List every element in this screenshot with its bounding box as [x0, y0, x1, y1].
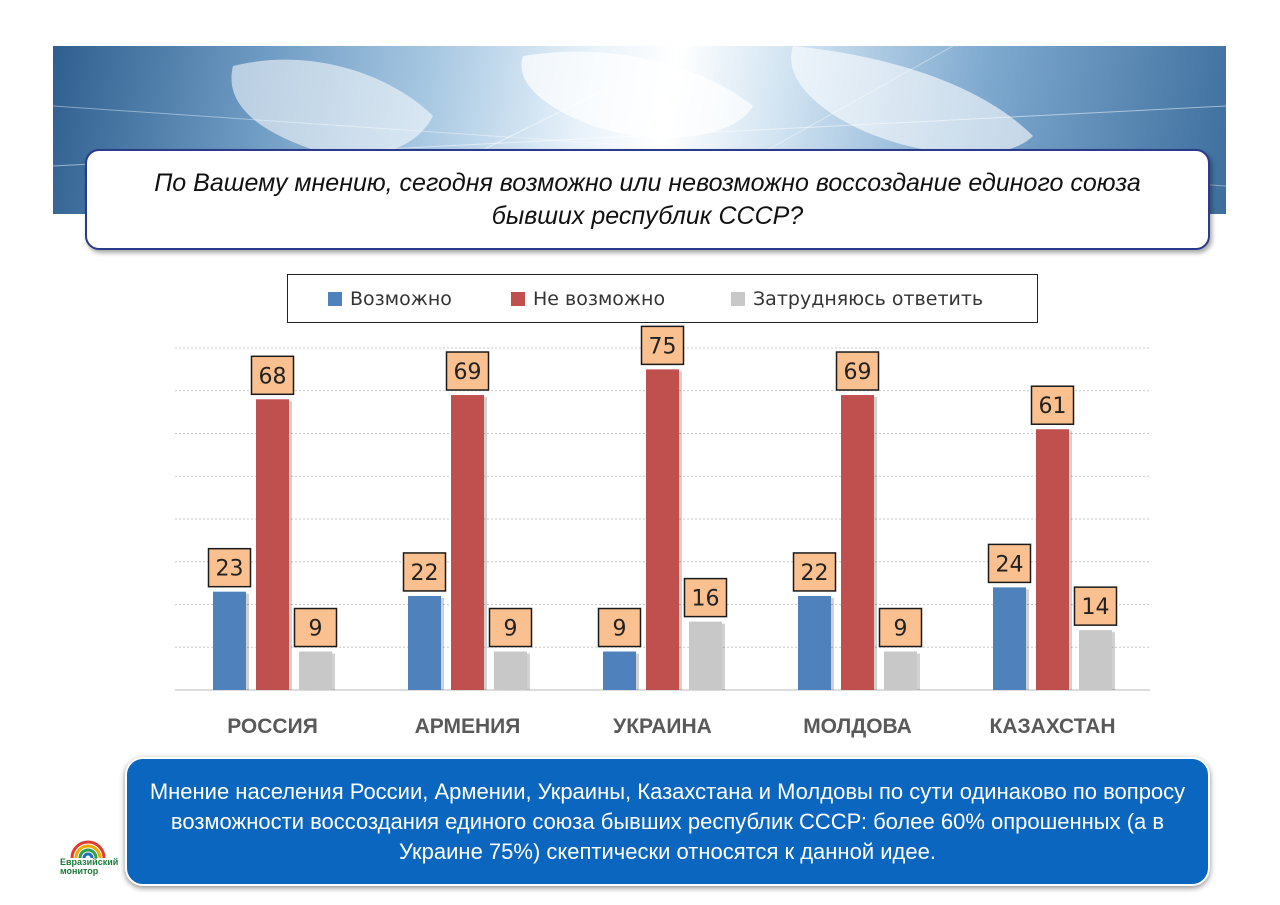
data-label-box	[878, 607, 923, 648]
category-label: КАЗАХСТАН	[990, 715, 1116, 738]
data-label: 9	[504, 617, 518, 642]
data-label: 24	[996, 552, 1024, 577]
legend-label-unsure: Затрудняюсь ответить	[753, 288, 984, 310]
bar-possible	[603, 651, 636, 690]
data-label: 68	[259, 364, 287, 389]
legend-item-unsure: Затрудняюсь ответить	[731, 288, 983, 310]
summary-text: Мнение населения России, Армении, Украин…	[149, 778, 1186, 864]
bar-possible	[213, 591, 246, 690]
legend-swatch-impossible	[511, 292, 525, 306]
data-label: 14	[1082, 595, 1110, 620]
legend-swatch-possible	[328, 292, 342, 306]
legend-swatch-unsure	[731, 292, 745, 306]
data-label: 61	[1039, 394, 1067, 419]
legend-label-possible: Возможно	[350, 288, 452, 310]
bar-unsure	[1079, 630, 1112, 690]
logo-line-2: монитор	[60, 866, 99, 876]
data-label-box	[207, 547, 252, 588]
data-label: 22	[801, 561, 829, 586]
category-label: АРМЕНИЯ	[415, 715, 521, 738]
logo-line-1: Евразийский	[60, 857, 119, 867]
data-label: 9	[613, 617, 627, 642]
bar-possible	[993, 587, 1026, 690]
data-label: 9	[894, 617, 908, 642]
data-label-box	[250, 355, 295, 396]
bar-impossible	[256, 399, 289, 690]
data-label: 69	[844, 360, 872, 385]
data-label: 22	[411, 561, 439, 586]
question-box: По Вашему мнению, сегодня возможно или н…	[85, 149, 1210, 250]
logo-text: Евразийский монитор	[60, 858, 126, 876]
data-label-box	[1073, 586, 1118, 626]
data-label: 23	[216, 557, 244, 582]
legend-label-impossible: Не возможно	[533, 288, 666, 310]
data-label-box	[683, 577, 728, 618]
data-label-box	[488, 607, 533, 648]
bar-possible	[798, 595, 831, 690]
legend-item-impossible: Не возможно	[511, 288, 665, 310]
summary-box: Мнение населения России, Армении, Украин…	[125, 757, 1210, 886]
data-label-box	[1030, 385, 1075, 425]
data-label: 9	[309, 617, 323, 642]
data-label-box	[987, 543, 1032, 584]
bar-possible	[408, 595, 441, 690]
data-label: 69	[454, 360, 482, 385]
bar-impossible	[1036, 429, 1069, 690]
data-label-box	[597, 607, 642, 648]
logo: Евразийский монитор	[60, 836, 126, 878]
bar-impossible	[451, 395, 484, 690]
data-label-box	[835, 351, 880, 391]
bar-unsure	[299, 651, 332, 690]
data-label-box	[293, 607, 338, 648]
bar-unsure	[689, 621, 722, 690]
bar-unsure	[494, 651, 527, 690]
bar-impossible	[841, 395, 874, 690]
question-text: По Вашему мнению, сегодня возможно или н…	[154, 168, 1141, 230]
bar-unsure	[884, 651, 917, 690]
data-label: 16	[692, 587, 720, 612]
rainbow-logo-icon	[70, 840, 106, 858]
category-label: РОССИЯ	[227, 715, 318, 738]
data-label-box	[640, 325, 685, 366]
category-label: УКРАИНА	[613, 715, 712, 738]
data-label-box	[402, 552, 447, 592]
data-label-box	[792, 552, 837, 592]
data-label-box	[445, 351, 490, 391]
bar-impossible	[646, 369, 679, 690]
data-label: 75	[649, 334, 677, 359]
category-label: МОЛДОВА	[803, 715, 912, 738]
chart-legend: Возможно Не возможно Затрудняюсь ответит…	[287, 274, 1038, 323]
legend-item-possible: Возможно	[328, 288, 452, 310]
